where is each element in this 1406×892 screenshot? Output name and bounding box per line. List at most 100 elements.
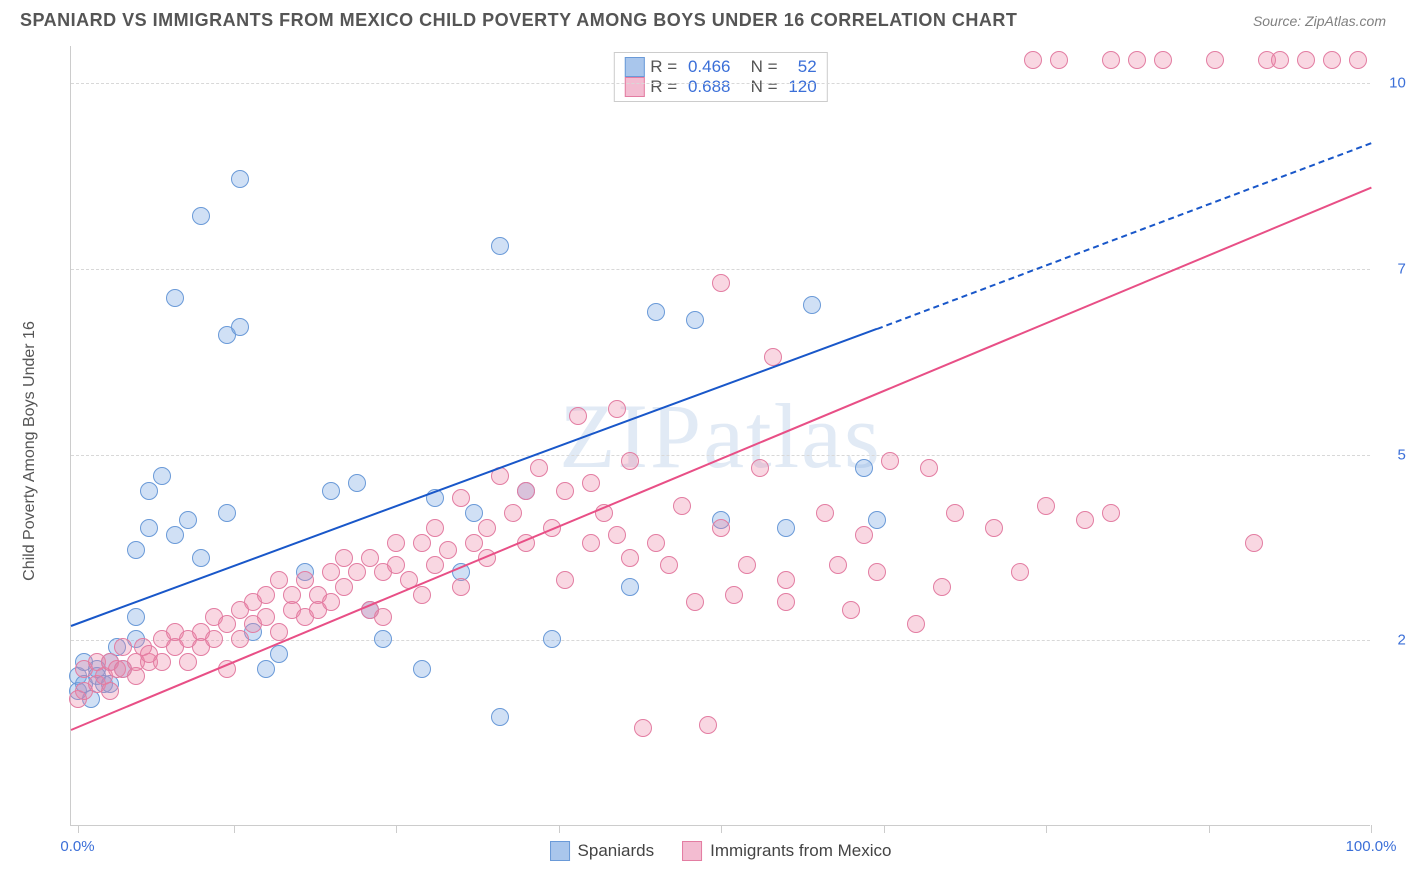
data-point (569, 407, 587, 425)
data-point (452, 489, 470, 507)
data-point (153, 467, 171, 485)
data-point (1206, 51, 1224, 69)
data-point (504, 504, 522, 522)
watermark: ZIPatlas (559, 383, 882, 489)
y-tick-label: 50.0% (1397, 446, 1406, 463)
data-point (127, 608, 145, 626)
data-point (582, 474, 600, 492)
data-point (1102, 504, 1120, 522)
data-point (335, 549, 353, 567)
data-point (933, 578, 951, 596)
data-point (218, 615, 236, 633)
data-point (712, 519, 730, 537)
x-tick (559, 825, 560, 833)
data-point (127, 667, 145, 685)
data-point (322, 482, 340, 500)
data-point (231, 318, 249, 336)
data-point (166, 526, 184, 544)
data-point (231, 170, 249, 188)
data-point (192, 207, 210, 225)
data-point (816, 504, 834, 522)
data-point (660, 556, 678, 574)
data-point (855, 526, 873, 544)
data-point (153, 653, 171, 671)
data-point (608, 400, 626, 418)
data-point (1024, 51, 1042, 69)
data-point (686, 311, 704, 329)
n-label: N = (737, 57, 778, 77)
x-tick (721, 825, 722, 833)
data-point (621, 452, 639, 470)
legend-row: R = 0.688 N = 120 (624, 77, 816, 97)
data-point (335, 578, 353, 596)
data-point (582, 534, 600, 552)
data-point (946, 504, 964, 522)
data-point (140, 482, 158, 500)
data-point (1245, 534, 1263, 552)
data-point (322, 593, 340, 611)
data-point (387, 534, 405, 552)
chart-title: SPANIARD VS IMMIGRANTS FROM MEXICO CHILD… (20, 10, 1017, 31)
data-point (985, 519, 1003, 537)
y-tick-label: 75.0% (1397, 260, 1406, 277)
data-point (218, 504, 236, 522)
y-axis-label: Child Poverty Among Boys Under 16 (21, 321, 39, 581)
chart-container: Child Poverty Among Boys Under 16 ZIPatl… (40, 46, 1380, 856)
data-point (452, 578, 470, 596)
data-point (413, 534, 431, 552)
x-tick-label: 100.0% (1346, 838, 1397, 855)
data-point (556, 482, 574, 500)
data-point (270, 571, 288, 589)
gridline (71, 83, 1370, 84)
data-point (465, 504, 483, 522)
x-tick (884, 825, 885, 833)
data-point (257, 608, 275, 626)
legend-item: Immigrants from Mexico (682, 841, 891, 861)
data-point (751, 459, 769, 477)
gridline (71, 640, 1370, 641)
legend-swatch (682, 841, 702, 861)
source-label: Source: (1253, 13, 1305, 29)
data-point (673, 497, 691, 515)
legend-swatch (624, 57, 644, 77)
data-point (439, 541, 457, 559)
data-point (699, 716, 717, 734)
r-value: 0.688 (683, 77, 730, 97)
data-point (205, 630, 223, 648)
y-tick-label: 100.0% (1389, 75, 1406, 92)
data-point (621, 578, 639, 596)
plot-area: ZIPatlas R = 0.466 N = 52R = 0.688 N = 1… (70, 46, 1370, 826)
data-point (777, 571, 795, 589)
data-point (179, 511, 197, 529)
data-point (803, 296, 821, 314)
data-point (1037, 497, 1055, 515)
data-point (608, 526, 626, 544)
data-point (1154, 51, 1172, 69)
r-value: 0.466 (683, 57, 730, 77)
x-tick (396, 825, 397, 833)
data-point (1349, 51, 1367, 69)
data-point (387, 556, 405, 574)
gridline (71, 455, 1370, 456)
data-point (1323, 51, 1341, 69)
y-tick-label: 25.0% (1397, 632, 1406, 649)
data-point (413, 660, 431, 678)
data-point (543, 630, 561, 648)
x-tick (1209, 825, 1210, 833)
data-point (1011, 563, 1029, 581)
legend-label: Spaniards (578, 841, 655, 861)
data-point (1102, 51, 1120, 69)
data-point (725, 586, 743, 604)
x-tick (78, 825, 79, 833)
data-point (257, 660, 275, 678)
data-point (413, 586, 431, 604)
data-point (1050, 51, 1068, 69)
trend-line (877, 143, 1372, 331)
x-tick (234, 825, 235, 833)
data-point (179, 653, 197, 671)
data-point (491, 708, 509, 726)
x-tick (1046, 825, 1047, 833)
data-point (127, 541, 145, 559)
data-point (296, 571, 314, 589)
data-point (426, 556, 444, 574)
